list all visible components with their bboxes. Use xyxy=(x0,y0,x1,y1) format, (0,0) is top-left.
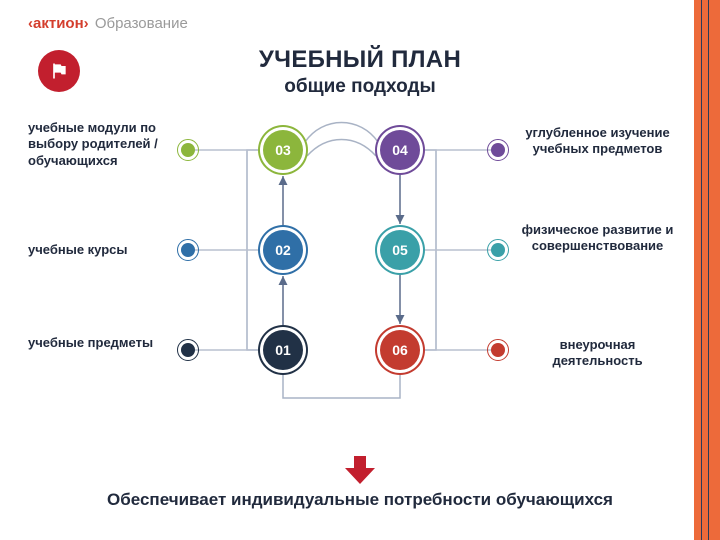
diagram-label-right: внеурочная деятельность xyxy=(515,337,680,370)
diagram-label-left: учебные предметы xyxy=(28,335,168,351)
diagram-label-right: углубленное изучение учебных предметов xyxy=(515,125,680,158)
result-arrow-icon xyxy=(343,456,377,486)
title-line1: УЧЕБНЫЙ ПЛАН xyxy=(0,46,720,74)
diagram-node-03: 03 xyxy=(260,127,306,173)
diagram-dot xyxy=(181,143,195,157)
diagram-label-right: физическое развитие и совершенствование xyxy=(515,222,680,255)
diagram-node-02: 02 xyxy=(260,227,306,273)
diagram-dot xyxy=(491,343,505,357)
diagram-dot xyxy=(491,143,505,157)
page-title: УЧЕБНЫЙ ПЛАН общие подходы xyxy=(0,46,720,98)
diagram-node-01: 01 xyxy=(260,327,306,373)
logo-bracket-close: › xyxy=(84,15,89,32)
diagram-node-05: 05 xyxy=(377,227,423,273)
logo-sub: Образование xyxy=(95,15,188,32)
diagram-dot xyxy=(491,243,505,257)
diagram-node-06: 06 xyxy=(377,327,423,373)
diagram-label-left: учебные модули по выбору родителей /обуч… xyxy=(28,120,168,169)
result-text: Обеспечивает индивидуальные потребности … xyxy=(0,490,720,510)
diagram-dot xyxy=(181,243,195,257)
diagram-dot xyxy=(181,343,195,357)
diagram-label-left: учебные курсы xyxy=(28,242,168,258)
flow-diagram: 03 04 02 05 01 06 учебные модули по выбору род… xyxy=(0,110,720,450)
logo: ‹актион› Образование xyxy=(28,15,188,32)
title-line2: общие подходы xyxy=(0,76,720,98)
logo-main: актион xyxy=(33,15,84,32)
diagram-node-04: 04 xyxy=(377,127,423,173)
